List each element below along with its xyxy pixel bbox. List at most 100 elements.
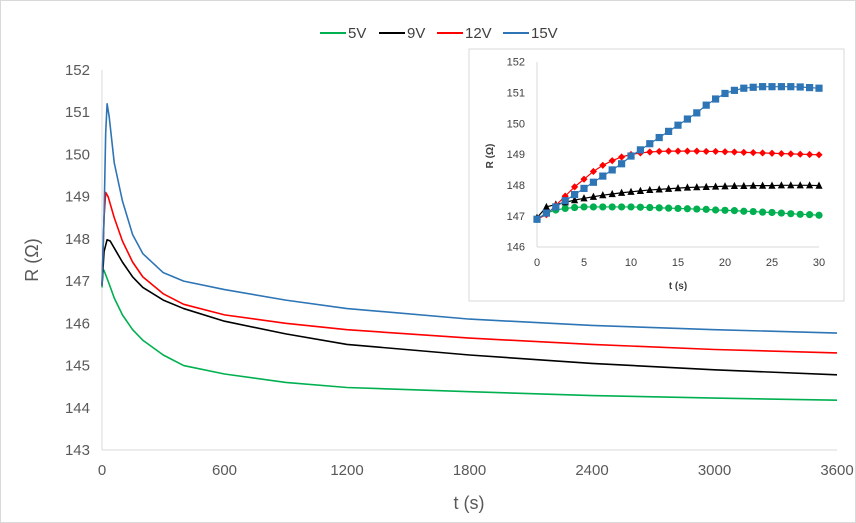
main-y-axis-title: R (Ω) [22,238,42,281]
inset-marker-5v [740,207,748,215]
inset-marker-12v [787,150,795,158]
inset-marker-15v [646,140,654,148]
inset-marker-15v [542,209,550,217]
inset-y-tick-label: 151 [507,88,525,100]
inset-marker-12v [815,151,823,159]
inset-marker-12v [777,149,785,158]
inset-marker-5v [599,203,607,211]
inset-marker-5v [806,211,814,219]
inset-marker-5v [665,204,673,212]
inset-marker-9v [608,189,616,198]
inset-marker-5v [636,203,645,211]
inset-marker-12v [702,147,710,156]
inset-marker-15v [721,89,729,98]
inset-marker-15v [815,84,823,92]
inset-marker-9v [730,181,738,190]
inset-marker-9v [655,185,663,193]
inset-marker-5v [796,210,804,218]
main-x-axis-title: t (s) [454,493,485,513]
inset-marker-5v [608,203,616,211]
inset-marker-12v [674,147,682,155]
main-y-tick-label: 147 [65,273,90,290]
inset-marker-9v [796,181,804,189]
inset-marker-5v [768,208,776,217]
inset-marker-15v [712,95,720,103]
inset-marker-5v [580,203,588,211]
inset-marker-12v [712,147,720,156]
main-y-tick-label: 151 [65,104,90,121]
inset-marker-5v [627,203,635,211]
inset-marker-9v [768,181,776,189]
main-x-tick-label: 2400 [575,462,608,479]
inset-marker-9v [571,196,579,204]
inset-marker-5v [683,205,692,213]
inset-y-tick-label: 147 [507,211,525,223]
main-x-tick-label: 600 [212,462,237,479]
main-x-tick-label: 1200 [330,462,363,479]
inset-y-tick-label: 150 [507,118,525,130]
main-x-tick-label: 3000 [698,462,731,479]
inset-marker-12v [806,150,814,159]
inset-marker-12v [665,147,673,155]
legend-label-5v: 5V [348,25,366,42]
inset-marker-12v [571,183,579,191]
inset-marker-15v [683,115,691,123]
inset-marker-5v [712,206,720,214]
inset-marker-9v [589,192,597,200]
inset-marker-9v [712,182,720,190]
inset-marker-12v [599,161,607,169]
inset-marker-9v [759,181,767,189]
inset-marker-9v [627,187,635,195]
legend-label-9v: 9V [407,25,425,42]
main-x-tick-label: 3600 [820,462,853,479]
main-y-tick-label: 152 [65,62,90,79]
inset-marker-15v [777,83,785,91]
inset-marker-15v [627,152,635,160]
inset-marker-15v [599,172,607,180]
inset-marker-5v [730,207,739,215]
inset-y-axis-title: R (Ω) [485,144,496,169]
legend-label-15v: 15V [531,25,558,42]
inset-marker-5v [702,205,710,213]
main-series-line-15v [101,102,838,334]
inset-marker-15v [533,215,541,223]
inset-x-tick-label: 30 [813,257,825,269]
main-y-tick-label: 148 [65,231,90,248]
inset-marker-12v [730,148,738,156]
inset-marker-9v [693,183,701,191]
inset-marker-12v [740,148,748,156]
legend: 5V 9V 12V 15V [320,25,558,42]
inset-marker-12v [749,149,757,157]
inset-marker-15v [618,160,626,168]
inset-marker-15v [552,203,560,211]
inset-marker-15v [787,83,795,91]
main-y-tick-label: 143 [65,442,90,459]
inset-marker-12v [655,147,663,156]
main-series-line-9v [101,238,838,376]
inset-marker-9v [542,202,550,211]
inset-marker-12v [768,149,776,157]
inset-x-tick-label: 15 [672,257,684,269]
inset-marker-9v [702,182,710,190]
inset-x-tick-label: 0 [534,257,540,269]
inset-marker-15v [768,83,776,91]
inset-x-tick-label: 20 [719,257,731,269]
inset-marker-15v [702,101,710,109]
inset-marker-9v [721,182,729,190]
inset-marker-9v [777,181,785,189]
inset-marker-12v [589,167,597,176]
inset-marker-5v [787,210,795,218]
inset-marker-12v [796,150,804,158]
inset-marker-15v [749,83,757,91]
inset-marker-12v [618,153,626,161]
inset-marker-5v [571,203,579,212]
inset-marker-9v [674,184,682,192]
inset-marker-15v [796,83,804,91]
main-y-tick-label: 145 [65,358,90,375]
inset-marker-12v [759,149,767,157]
inset-marker-5v [618,203,626,211]
inset-marker-5v [777,209,786,217]
